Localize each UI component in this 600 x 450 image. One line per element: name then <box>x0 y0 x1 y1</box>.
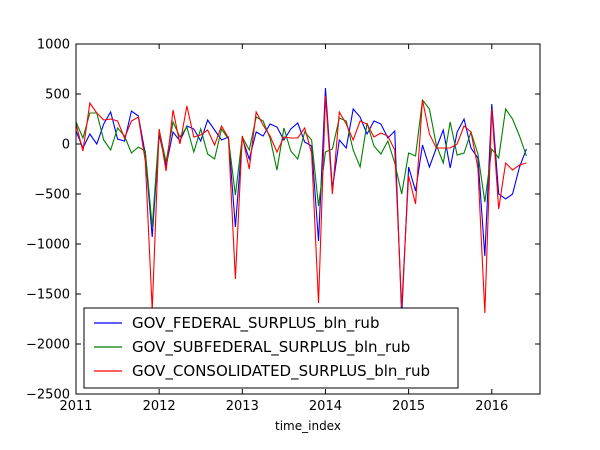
plot-frame <box>75 43 541 395</box>
legend-label-2: GOV_CONSOLIDATED_SURPLUS_bln_rub <box>132 362 430 381</box>
legend-label-1: GOV_SUBFEDERAL_SURPLUS_bln_rub <box>132 338 410 357</box>
legend: GOV_FEDERAL_SURPLUS_bln_rub GOV_SUBFEDERA… <box>83 307 459 389</box>
x-tick-label: 2016 <box>475 399 508 414</box>
x-tick-label: 2011 <box>59 399 92 414</box>
series-line-2 <box>75 95 527 314</box>
y-tick-label: −2500 <box>26 388 70 403</box>
legend-box <box>83 307 459 389</box>
series-layer <box>75 87 527 317</box>
x-tick-label: 2012 <box>143 399 176 414</box>
x-tick-label: 2013 <box>226 399 259 414</box>
x-tick-label: 2014 <box>309 399 342 414</box>
y-tick-label: −1000 <box>26 238 70 253</box>
x-axis-label: time_index <box>275 419 341 433</box>
y-tick-label: −1500 <box>26 288 70 303</box>
y-tick-label: 1000 <box>37 38 70 53</box>
y-tick-label: 0 <box>62 138 70 153</box>
ticks-layer: 2011 2012 2013 2014 2015 2016 1000 500 0 −500 −100… <box>26 38 540 414</box>
y-tick-label: −500 <box>34 188 70 203</box>
x-tick-label: 2015 <box>392 399 425 414</box>
legend-label-0: GOV_FEDERAL_SURPLUS_bln_rub <box>132 314 379 333</box>
y-tick-label: 500 <box>45 88 70 103</box>
y-tick-label: −2000 <box>26 338 70 353</box>
series-line-1 <box>75 98 527 228</box>
